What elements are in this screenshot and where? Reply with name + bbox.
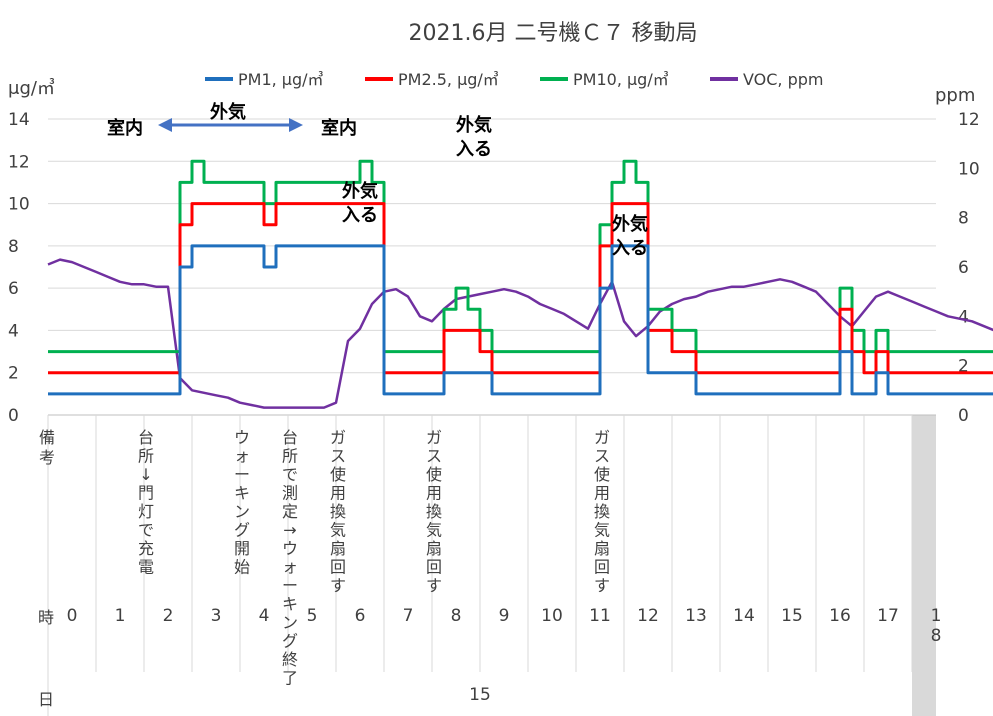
data-table: 備考 台所↓門灯で充電 ウォーキング開始 台所で測定→ウォーキング終了 ガス使用換気扇回… [38,414,942,716]
right-axis-ticks: 0 2 4 6 8 10 12 [958,110,980,426]
annotation-outdoor-enter-1-line1: 外気 [342,180,378,202]
hour-label: 9 [499,606,510,626]
remark-row-label: 備考 [39,428,55,467]
remark-text: ガス使用換気扇回す [330,428,346,595]
series-pm25-line [48,202,993,375]
series-voc-line [47,258,993,409]
left-tick-label: 12 [8,152,30,172]
legend-label-pm1: PM1, μg/㎥ [238,70,324,89]
hour-label: 1 [115,606,126,626]
remark-text: ガス使用換気扇回す [594,428,610,595]
right-tick-label: 8 [958,209,969,229]
hour-label: 16 [829,606,851,626]
legend-entry-pm25: PM2.5, μg/㎥ [365,70,499,89]
remark-text: ガス使用換気扇回す [426,428,442,595]
legend-entry-voc: VOC, ppm [710,70,824,89]
hour-row-label: 時 [38,608,54,627]
right-tick-label: 4 [958,307,969,327]
annotation-indoor-right: 室内 [321,117,357,139]
hour-label: 6 [355,606,366,626]
left-tick-label: 6 [8,279,19,299]
annotation-arrow-left-head [158,118,172,132]
legend-label-voc: VOC, ppm [743,70,824,89]
legend: PM1, μg/㎥ PM2.5, μg/㎥ PM10, μg/㎥ VOC, pp… [205,70,824,89]
annotation-outdoor-enter-2-line2: 入る [456,139,492,160]
hour-label: 0 [67,606,78,626]
remark-text: ウォーキング開始 [234,428,250,577]
hour-label: 12 [637,606,659,626]
legend-label-pm10: PM10, μg/㎥ [573,70,669,89]
legend-label-pm25: PM2.5, μg/㎥ [398,70,499,89]
left-tick-label: 8 [8,237,19,257]
right-tick-label: 0 [958,406,969,426]
annotation-outdoor-enter-3-line1: 外気 [612,213,648,235]
hour-label: 15 [781,606,803,626]
hour-label: 17 [877,606,899,626]
series-pm10-line [48,159,993,354]
left-tick-label: 10 [8,195,30,215]
annotation-outdoor-enter-2-line1: 外気 [456,114,492,136]
left-tick-label: 0 [8,406,19,426]
hour-label: 10 [541,606,563,626]
series-layer [47,159,993,409]
series-pm1-line [48,244,993,396]
annotation-outdoor-enter-1-line2: 入る [342,205,378,226]
hour-label: 7 [403,606,414,626]
right-tick-label: 10 [958,159,980,179]
annotations: 室内 外気 室内 外気 入る 外気 入る 外気 入る [107,101,648,259]
remark-text: 台所↓門灯で充電 [138,428,154,577]
hour-label: 5 [307,606,318,626]
table-shaded-column [912,415,936,716]
legend-entry-pm1: PM1, μg/㎥ [205,70,324,89]
left-axis-ticks: 0 2 4 6 8 10 12 14 [8,110,30,426]
right-tick-label: 2 [958,357,969,377]
right-tick-label: 12 [958,110,980,130]
hour-label: 2 [163,606,174,626]
annotation-outdoor: 外気 [210,101,246,123]
right-axis-unit: ppm [935,85,975,106]
annotation-arrow-right-head [289,118,303,132]
left-tick-label: 4 [8,321,19,341]
legend-entry-pm10: PM10, μg/㎥ [540,70,669,89]
hour-label: 14 [733,606,755,626]
annotation-indoor-left: 室内 [107,117,143,139]
hour-label: 8 [451,606,462,626]
day-label: 15 [469,685,491,705]
remark-text: 台所で測定→ウォーキング終了 [282,428,298,688]
left-tick-label: 2 [8,364,19,384]
hour-label: 13 [685,606,707,626]
hour-label: 11 [589,606,611,626]
left-tick-label: 14 [8,110,30,130]
right-tick-label: 6 [958,258,969,278]
hour-label: 4 [259,606,270,626]
left-axis-unit: μg/㎥ [8,78,55,99]
annotation-outdoor-enter-3-line2: 入る [612,238,648,259]
hour-label: 3 [211,606,222,626]
day-row-label: 日 [38,690,54,709]
chart-title: 2021.6月 二号機Ｃ７ 移動局 [409,21,698,46]
